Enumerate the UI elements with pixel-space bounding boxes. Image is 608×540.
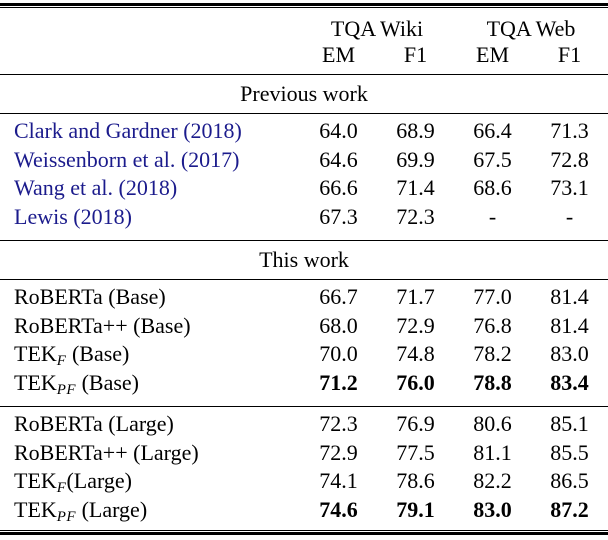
f1-web-value: 86.5 xyxy=(550,468,589,494)
em-web-value: 77.0 xyxy=(473,284,512,310)
em-wiki-value: 64.6 xyxy=(319,146,358,172)
em-web-value: 66.4 xyxy=(473,118,512,144)
em-wiki-value: 74.6 xyxy=(319,496,358,522)
previous-work-rows: Clark and Gardner (2018) 64.0 68.9 66.4 … xyxy=(0,114,608,240)
block-rule xyxy=(0,406,608,407)
em-web-value: 67.5 xyxy=(473,146,512,172)
model-label: RoBERTa++ (Large) xyxy=(14,439,199,465)
f1-wiki-value: 71.4 xyxy=(396,175,435,201)
em-web-value: - xyxy=(488,203,497,229)
f1-wiki-value: 79.1 xyxy=(396,496,435,522)
f1-web-value: 81.4 xyxy=(550,284,589,310)
col-header-f1-web: F1 xyxy=(557,42,582,67)
f1-web-value: 87.2 xyxy=(550,496,589,522)
f1-wiki-value: 76.0 xyxy=(396,369,435,395)
table-row: TEKF(Large) 74.1 78.6 82.2 86.5 xyxy=(0,467,608,496)
em-web-value: 78.8 xyxy=(473,369,512,395)
f1-web-value: 71.3 xyxy=(550,118,589,144)
column-group-tqa-wiki: TQA Wiki xyxy=(330,16,424,41)
this-work-large-rows: RoBERTa (Large) 72.3 76.9 80.6 85.1 RoBE… xyxy=(0,407,608,530)
f1-wiki-value: 78.6 xyxy=(396,468,435,494)
model-label: TEKPF (Large) xyxy=(14,496,148,525)
table-row: Clark and Gardner (2018) 64.0 68.9 66.4 … xyxy=(0,117,608,146)
table-row: Lewis (2018) 67.3 72.3 - - xyxy=(0,203,608,232)
em-web-value: 76.8 xyxy=(473,312,512,338)
f1-web-value: 83.0 xyxy=(550,341,589,367)
model-label: TEKPF (Base) xyxy=(14,369,140,398)
model-label: TEKF (Base) xyxy=(14,341,130,370)
table-row: RoBERTa++ (Large) 72.9 77.5 81.1 85.5 xyxy=(0,439,608,468)
em-wiki-value: 70.0 xyxy=(319,341,358,367)
f1-web-value: 73.1 xyxy=(550,175,589,201)
citation-link[interactable]: Lewis (2018) xyxy=(14,203,132,229)
em-web-value: 81.1 xyxy=(473,439,512,465)
em-wiki-value: 66.6 xyxy=(319,175,358,201)
em-wiki-value: 72.3 xyxy=(319,411,358,437)
table-row: RoBERTa (Base) 66.7 71.7 77.0 81.4 xyxy=(0,283,608,312)
table-row: Weissenborn et al. (2017) 64.6 69.9 67.5… xyxy=(0,146,608,175)
em-web-value: 83.0 xyxy=(473,496,512,522)
f1-web-value: 81.4 xyxy=(550,312,589,338)
table-row: RoBERTa++ (Base) 68.0 72.9 76.8 81.4 xyxy=(0,312,608,341)
section-rule xyxy=(0,240,608,241)
metric-header-row: EM F1 EM F1 xyxy=(0,42,608,68)
bottom-double-rule xyxy=(0,530,608,535)
section-title: Previous work xyxy=(240,81,368,106)
model-label: RoBERTa (Large) xyxy=(14,411,174,437)
section-rule xyxy=(0,279,608,280)
f1-web-value: 85.1 xyxy=(550,411,589,437)
table-row: RoBERTa (Large) 72.3 76.9 80.6 85.1 xyxy=(0,410,608,439)
column-group-tqa-web: TQA Web xyxy=(486,16,576,41)
f1-web-value: 72.8 xyxy=(550,146,589,172)
header-rule xyxy=(0,74,608,75)
f1-wiki-value: 69.9 xyxy=(396,146,435,172)
section-this-work: This work xyxy=(0,241,608,279)
model-label: TEKF(Large) xyxy=(14,468,132,497)
table-row: TEKPF (Large) 74.6 79.1 83.0 87.2 xyxy=(0,496,608,525)
em-wiki-value: 66.7 xyxy=(319,284,358,310)
citation-link[interactable]: Wang et al. (2018) xyxy=(14,175,178,201)
f1-wiki-value: 76.9 xyxy=(396,411,435,437)
table-row: Wang et al. (2018) 66.6 71.4 68.6 73.1 xyxy=(0,174,608,203)
em-wiki-value: 64.0 xyxy=(319,118,358,144)
f1-wiki-value: 72.3 xyxy=(396,203,435,229)
em-web-value: 82.2 xyxy=(473,468,512,494)
f1-wiki-value: 72.9 xyxy=(396,312,435,338)
em-wiki-value: 67.3 xyxy=(319,203,358,229)
section-rule xyxy=(0,113,608,114)
col-header-em-wiki: EM xyxy=(322,42,355,67)
section-title: This work xyxy=(259,247,349,272)
citation-link[interactable]: Clark and Gardner (2018) xyxy=(14,118,242,144)
em-wiki-value: 68.0 xyxy=(319,312,358,338)
column-group-header-row: TQA Wiki TQA Web xyxy=(0,16,608,42)
f1-wiki-value: 74.8 xyxy=(396,341,435,367)
f1-web-value: 85.5 xyxy=(550,439,589,465)
table-row: TEKPF (Base) 71.2 76.0 78.8 83.4 xyxy=(0,369,608,398)
col-header-f1-wiki: F1 xyxy=(403,42,428,67)
top-double-rule xyxy=(0,3,608,8)
em-wiki-value: 71.2 xyxy=(319,369,358,395)
model-label: RoBERTa (Base) xyxy=(14,284,166,310)
em-web-value: 78.2 xyxy=(473,341,512,367)
em-wiki-value: 72.9 xyxy=(319,439,358,465)
em-web-value: 80.6 xyxy=(473,411,512,437)
table-header: TQA Wiki TQA Web EM F1 EM F1 xyxy=(0,8,608,74)
col-header-em-web: EM xyxy=(476,42,509,67)
citation-link[interactable]: Weissenborn et al. (2017) xyxy=(14,146,240,172)
f1-wiki-value: 68.9 xyxy=(396,118,435,144)
table-row: TEKF (Base) 70.0 74.8 78.2 83.0 xyxy=(0,340,608,369)
f1-web-value: 83.4 xyxy=(550,369,589,395)
model-label: RoBERTa++ (Base) xyxy=(14,312,191,338)
f1-wiki-value: 71.7 xyxy=(396,284,435,310)
em-wiki-value: 74.1 xyxy=(319,468,358,494)
section-previous-work: Previous work xyxy=(0,75,608,113)
f1-web-value: - xyxy=(565,203,574,229)
f1-wiki-value: 77.5 xyxy=(396,439,435,465)
this-work-base-rows: RoBERTa (Base) 66.7 71.7 77.0 81.4 RoBER… xyxy=(0,280,608,406)
em-web-value: 68.6 xyxy=(473,175,512,201)
